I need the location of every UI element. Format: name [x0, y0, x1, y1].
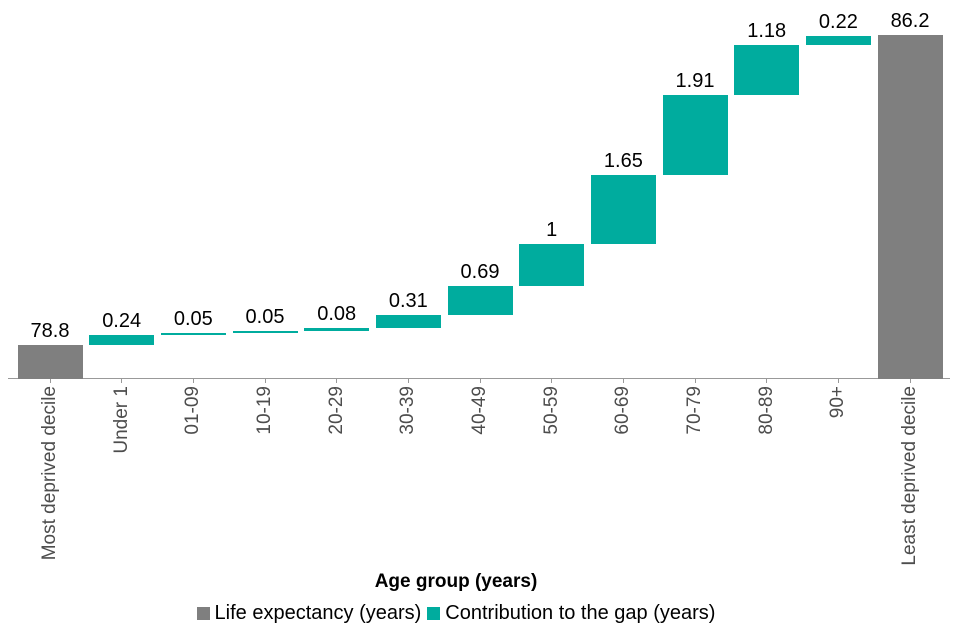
- x-axis-tick-30-39: [407, 379, 409, 383]
- x-tick-label-01-09: 01-09: [182, 386, 204, 435]
- x-tick-label-90: 90+: [827, 386, 849, 419]
- x-axis-tick-40-49: [479, 379, 481, 383]
- bar-01-09: [160, 333, 226, 336]
- x-axis-title-wrap: Age group (years): [0, 571, 912, 593]
- value-label-most-deprived-decile: 78.8: [30, 320, 70, 343]
- bar-70-79: [662, 94, 728, 175]
- x-tick-label-50-59: 50-59: [540, 386, 562, 435]
- x-axis-tick-under-1: [121, 379, 123, 383]
- bar-40-49: [447, 285, 513, 315]
- legend-label-contribution: Contribution to the gap (years): [445, 602, 716, 624]
- bar-80-89: [734, 45, 800, 95]
- x-axis-tick-90: [837, 379, 839, 383]
- value-label-10-19: 0.05: [245, 306, 285, 329]
- x-tick-label-least-deprived-decile: Least deprived decile: [899, 386, 921, 566]
- bar-20-29: [304, 327, 370, 332]
- bar-most-deprived-decile: [17, 345, 83, 379]
- x-axis-tick-least-deprived-decile: [909, 379, 911, 383]
- bar-90: [805, 36, 871, 46]
- value-label-30-39: 0.31: [388, 289, 428, 312]
- x-tick-label-40-49: 40-49: [469, 386, 491, 435]
- value-label-under-1: 0.24: [102, 310, 142, 333]
- x-axis-tick-01-09: [192, 379, 194, 383]
- x-tick-label-30-39: 30-39: [397, 386, 419, 435]
- legend-swatch-life-expectancy: [196, 607, 210, 620]
- x-axis-tick-60-69: [622, 379, 624, 383]
- bar-least-deprived-decile: [877, 35, 943, 379]
- legend-label-life-expectancy: Life expectancy (years): [214, 602, 422, 624]
- x-tick-label-70-79: 70-79: [684, 386, 706, 435]
- legend-swatch-contribution: [427, 607, 441, 620]
- bar-50-59: [519, 243, 585, 286]
- legend: Life expectancy (years) Contribution to …: [0, 602, 912, 625]
- value-label-80-89: 1.18: [747, 20, 787, 43]
- x-axis-title: Age group (years): [374, 571, 538, 592]
- x-axis-tick-most-deprived-decile: [49, 379, 51, 383]
- bar-60-69: [590, 174, 656, 244]
- x-tick-label-most-deprived-decile: Most deprived decile: [39, 386, 60, 561]
- value-label-40-49: 0.69: [460, 260, 500, 283]
- bar-10-19: [232, 331, 298, 334]
- x-axis-tick-80-89: [766, 379, 768, 383]
- value-label-90: 0.22: [818, 11, 858, 34]
- x-tick-label-80-89: 80-89: [755, 386, 777, 435]
- value-label-01-09: 0.05: [173, 308, 213, 331]
- bar-30-39: [375, 314, 441, 328]
- value-label-50-59: 1: [546, 218, 558, 241]
- value-label-60-69: 1.65: [603, 149, 643, 172]
- x-axis-tick-70-79: [694, 379, 696, 383]
- bar-under-1: [89, 335, 155, 346]
- x-axis-tick-10-19: [264, 379, 266, 383]
- legend-item-contribution: Contribution to the gap (years): [427, 602, 715, 625]
- x-axis-tick-20-29: [336, 379, 338, 383]
- value-label-least-deprived-decile: 86.2: [890, 10, 930, 33]
- x-axis-line: [8, 378, 950, 379]
- x-tick-label-60-69: 60-69: [612, 386, 634, 435]
- legend-item-life-expectancy: Life expectancy (years): [196, 602, 422, 625]
- x-axis-tick-50-59: [551, 379, 553, 383]
- value-label-70-79: 1.91: [675, 69, 715, 92]
- x-tick-label-under-1: Under 1: [110, 386, 132, 454]
- x-tick-label-20-29: 20-29: [325, 386, 347, 435]
- x-tick-label-10-19: 10-19: [254, 386, 275, 435]
- value-label-20-29: 0.08: [317, 302, 357, 325]
